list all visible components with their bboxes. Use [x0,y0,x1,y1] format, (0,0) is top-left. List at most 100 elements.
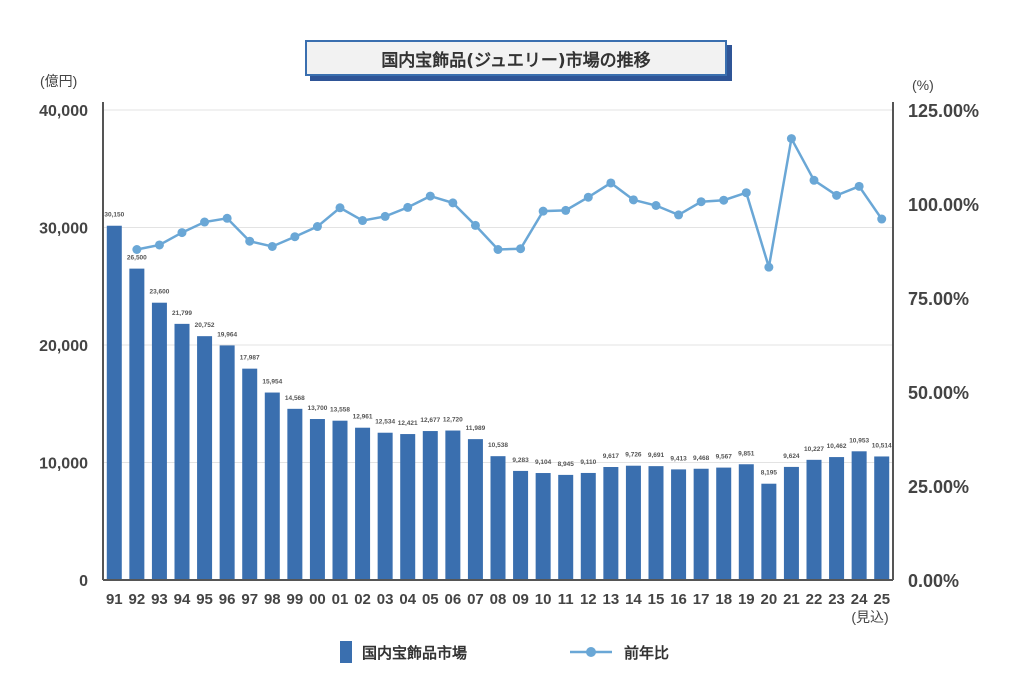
bar-data-label: 30,150 [104,212,124,219]
x-tick-label: 10 [535,591,552,608]
x-tick-label: 15 [648,591,665,608]
x-tick-label: 19 [738,591,755,608]
line-point [764,262,774,272]
x-tick-label: 13 [603,591,620,608]
line-point [719,195,729,205]
line-point [809,175,819,185]
x-tick-label: 20 [761,591,778,608]
bar [174,323,190,580]
left-tick-label: 30,000 [39,221,88,238]
bar [445,430,461,580]
bar [513,470,529,580]
left-tick-label: 40,000 [39,103,88,120]
line-point [832,190,842,200]
bar [377,432,393,580]
x-tick-label: 23 [828,591,845,608]
bar [738,464,754,580]
x-tick-label: 14 [625,591,642,608]
x-tick-label: 02 [354,591,371,608]
line-point [493,244,503,254]
x-tick-label: 97 [241,591,258,608]
bar-data-label: 10,227 [804,446,824,453]
x-tick-label: 17 [693,591,710,608]
bar-data-label: 12,421 [398,420,418,427]
bar [287,408,303,580]
bar-data-label: 12,720 [443,417,463,424]
line-point [877,214,887,224]
x-tick-label: 22 [806,591,823,608]
bar [355,427,371,580]
bar [467,439,483,580]
bar-data-label: 8,945 [558,461,575,468]
bar [242,368,258,580]
bar-data-label: 14,568 [285,395,305,402]
bar-data-label: 19,964 [217,331,237,338]
bar [219,345,235,580]
bar [558,474,574,580]
bar-data-label: 10,462 [827,443,847,450]
left-axis-unit: (億円) [40,73,77,89]
bar [783,466,799,580]
bar-data-label: 12,677 [420,417,440,424]
line-point [448,198,458,208]
line-point [200,217,210,227]
bar-data-label: 9,283 [512,457,529,464]
bar-data-label: 9,691 [648,452,665,459]
left-tick-label: 20,000 [39,338,88,355]
bar-data-label: 10,514 [872,442,892,449]
bar [535,473,551,580]
bar [716,467,732,580]
legend-line-marker [586,647,596,657]
line-point [606,178,616,188]
x-tick-label: 00 [309,591,326,608]
bar [151,302,167,580]
line-point [583,192,593,202]
bar [106,225,122,581]
x-tick-label: 95 [196,591,213,608]
line-point [538,206,548,216]
bar-data-label: 13,700 [307,405,327,412]
line-point [222,213,232,223]
line-point [267,241,277,251]
bar-data-label: 9,726 [625,452,642,459]
bar-data-label: 20,752 [195,322,215,329]
line-point [854,181,864,191]
chart-title: 国内宝飾品(ジュエリー)市場の推移 [305,40,727,76]
line-point [290,232,300,242]
x-tick-label: 09 [512,591,529,608]
right-tick-label: 0.00% [908,571,959,591]
x-tick-label: 93 [151,591,168,608]
bar-data-label: 15,954 [262,379,282,386]
line-point [154,240,164,250]
x-tick-label: 96 [219,591,236,608]
bar [422,431,438,580]
x-tick-label: 12 [580,591,597,608]
legend-bar-swatch [340,641,352,663]
bar [671,469,687,580]
bar [603,467,619,580]
line-point [335,203,345,213]
line-point [425,191,435,201]
x-note: (見込) [851,609,888,625]
right-tick-label: 25.00% [908,477,969,497]
bar [851,451,867,580]
bar-data-label: 17,987 [240,355,260,362]
bar [264,392,280,580]
bar-data-label: 9,110 [580,459,596,466]
x-tick-label: 04 [399,591,416,608]
bar-data-label: 11,989 [466,425,486,432]
bar-data-label: 9,104 [535,459,552,466]
line-point [786,134,796,144]
bar-data-label: 12,961 [353,414,373,421]
x-tick-label: 91 [106,591,123,608]
line-point [177,228,187,238]
line-point [651,201,661,211]
bar [332,420,348,580]
bar [400,434,416,580]
line-point [132,244,142,254]
x-tick-label: 16 [670,591,687,608]
x-tick-label: 21 [783,591,800,608]
line-point [628,195,638,205]
